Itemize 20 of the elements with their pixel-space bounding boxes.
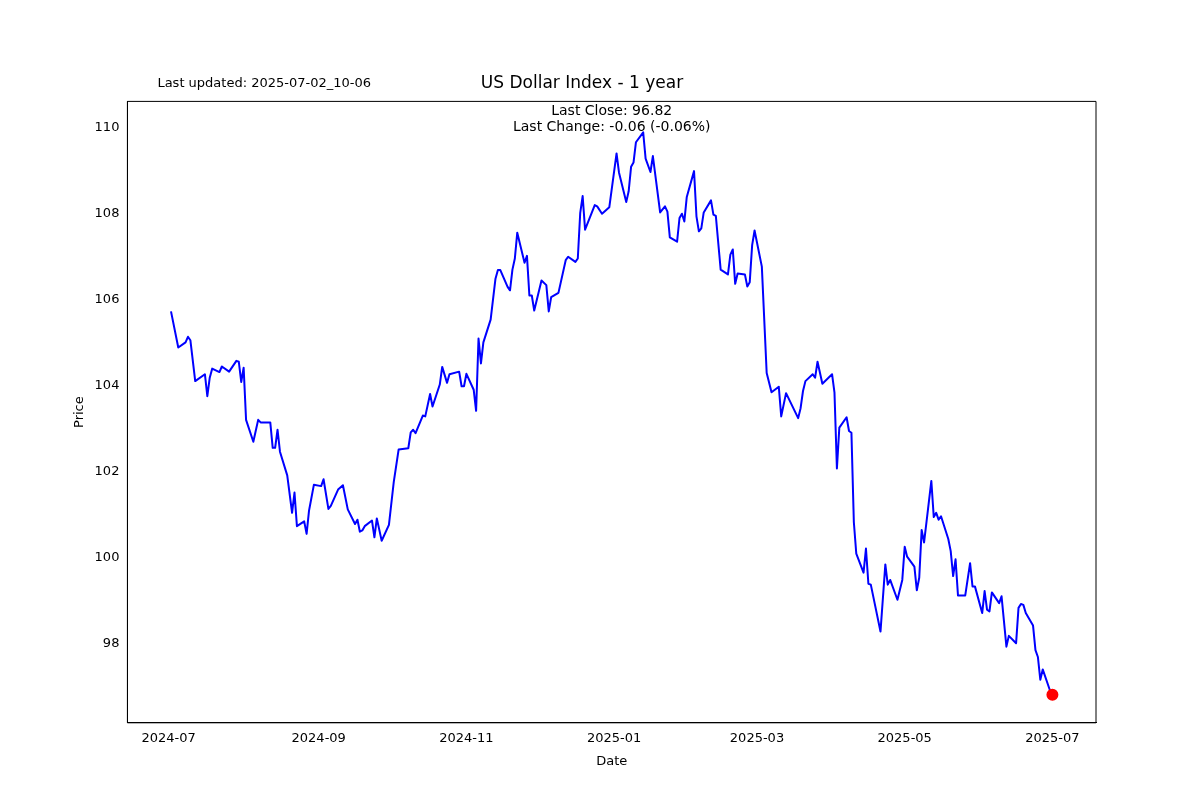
y-tick-label: 104: [94, 377, 120, 393]
y-tick-label: 102: [94, 463, 120, 479]
annotation: Last Change: -0.06 (-0.06%): [512, 118, 711, 135]
x-tick-label: 2025-01: [586, 729, 642, 745]
x-tick-label: 2025-03: [729, 729, 785, 745]
y-tick-label: 108: [94, 205, 120, 221]
y-axis-title: Price: [71, 396, 87, 428]
y-tick-label: 98: [102, 635, 120, 651]
text: Last updated: 2025-07-02_10-06: [157, 74, 372, 90]
annotation: Last Close: 96.82: [551, 102, 673, 119]
x-axis-title: Date: [596, 752, 628, 768]
y-tick-label: 106: [94, 291, 120, 307]
chart-title: US Dollar Index - 1 year: [480, 71, 684, 92]
x-tick-label: 2024-07: [141, 729, 196, 745]
x-tick-label: 2025-05: [877, 729, 932, 745]
x-tick-label: 2024-09: [291, 729, 346, 745]
x-tick-label: 2025-07: [1025, 729, 1080, 745]
x-tick-label: 2024-11: [439, 729, 494, 745]
y-tick-label: 110: [94, 119, 120, 135]
y-tick-label: 100: [94, 549, 120, 565]
